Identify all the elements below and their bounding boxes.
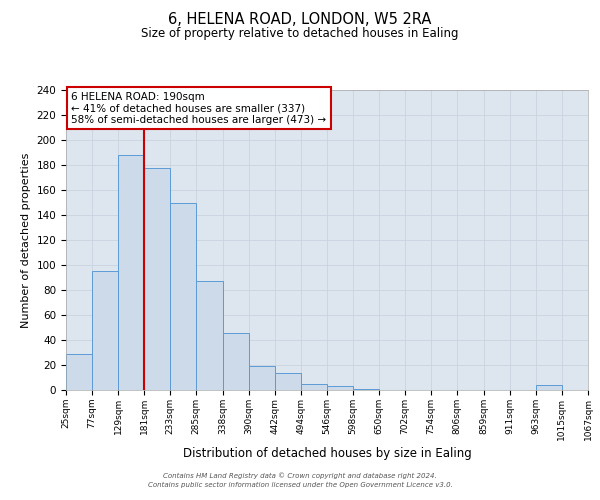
Bar [275,372,301,390]
Text: Size of property relative to detached houses in Ealing: Size of property relative to detached ho… [141,28,459,40]
Bar [144,168,170,390]
Bar [170,202,196,390]
Bar [327,386,353,390]
Bar [223,332,249,390]
Bar [196,281,223,390]
Bar [118,155,144,390]
Bar [66,354,92,390]
Bar [249,366,275,390]
X-axis label: Distribution of detached houses by size in Ealing: Distribution of detached houses by size … [182,446,472,460]
Text: 6, HELENA ROAD, LONDON, W5 2RA: 6, HELENA ROAD, LONDON, W5 2RA [169,12,431,28]
Y-axis label: Number of detached properties: Number of detached properties [21,152,31,328]
Bar [301,384,327,390]
Bar [536,385,562,390]
Text: Contains HM Land Registry data © Crown copyright and database right 2024.
Contai: Contains HM Land Registry data © Crown c… [148,472,452,488]
Bar [92,271,118,390]
Text: 6 HELENA ROAD: 190sqm
← 41% of detached houses are smaller (337)
58% of semi-det: 6 HELENA ROAD: 190sqm ← 41% of detached … [71,92,326,124]
Bar [353,389,379,390]
